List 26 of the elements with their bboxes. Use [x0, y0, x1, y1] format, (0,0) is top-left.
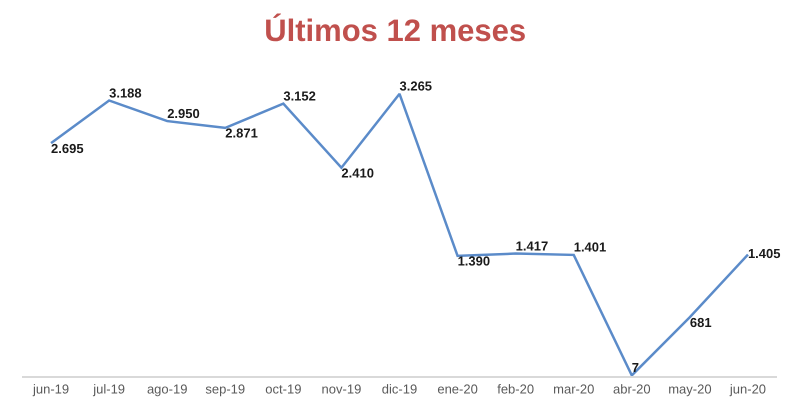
data-label: 1.401 [574, 240, 606, 255]
chart-title: Últimos 12 meses [264, 12, 526, 48]
x-tick-label: ago-19 [146, 381, 188, 396]
x-tick-label: jul-19 [92, 381, 126, 396]
data-label: 3.265 [400, 78, 432, 94]
data-label: 2.695 [51, 140, 84, 156]
x-tick-label: nov-19 [322, 381, 362, 396]
data-label: 1.405 [748, 246, 781, 261]
data-label: 3.188 [109, 85, 142, 100]
x-tick-label: may-20 [668, 381, 712, 396]
data-label: 2.410 [341, 165, 374, 180]
x-tick-label: jun-20 [728, 381, 766, 396]
x-tick-label: dic-19 [382, 381, 418, 396]
data-label: 3.152 [283, 88, 316, 104]
x-tick-label: jun-19 [32, 381, 70, 396]
data-label: 2.950 [167, 106, 200, 121]
data-label: 2.871 [225, 126, 258, 141]
x-tick-label: mar-20 [553, 381, 594, 396]
data-label: 1.390 [458, 254, 490, 269]
x-tick-label: sep-19 [205, 381, 246, 396]
x-tick-label: oct-19 [265, 381, 302, 396]
x-tick-label: ene-20 [437, 381, 478, 396]
data-label: 681 [690, 314, 712, 330]
data-label: 1.417 [516, 238, 548, 254]
x-tick-label: abr-20 [613, 381, 651, 396]
x-tick-label: feb-20 [497, 381, 534, 396]
